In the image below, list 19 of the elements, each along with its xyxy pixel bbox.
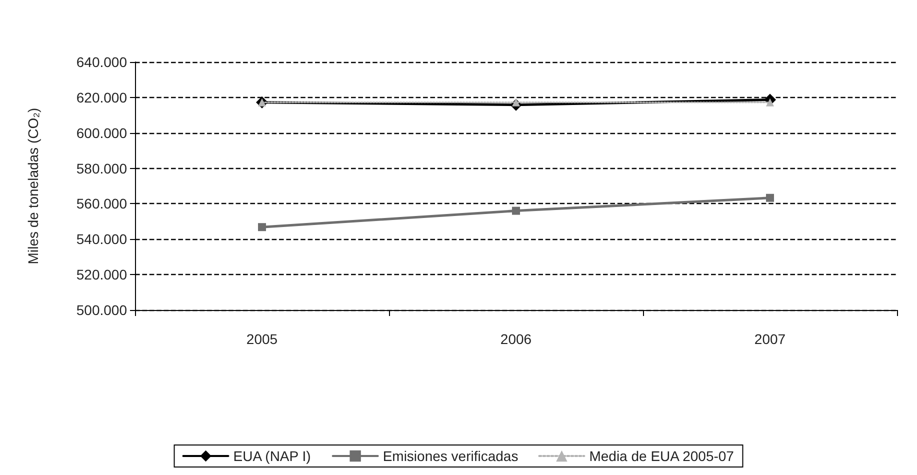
x-tick-label: 2007 [754, 331, 786, 347]
y-tick-label: 560.000 [76, 196, 128, 212]
point [512, 206, 520, 215]
legend-label: Emisiones verificadas [382, 448, 518, 464]
y-tick-label: 620.000 [76, 89, 128, 106]
y-tick-label: 540.000 [76, 231, 128, 248]
point [766, 194, 774, 202]
y-tick-label: 600.000 [76, 124, 128, 141]
x-tick-label: 2005 [246, 331, 278, 347]
legend-label: EUA (NAP I) [233, 448, 311, 464]
y-tick-label: 520.000 [76, 266, 128, 283]
point [258, 223, 266, 232]
point [766, 98, 774, 106]
y-tick-label: 640.000 [76, 54, 128, 70]
y-tick-label: 500.000 [76, 302, 128, 318]
y-tick-label: 580.000 [76, 160, 128, 176]
legend-label: Media de EUA 2005-07 [589, 448, 734, 464]
y-axis-title: Miles de toneladas (CO₂) [25, 108, 41, 264]
x-tick-label: 2006 [500, 331, 532, 347]
